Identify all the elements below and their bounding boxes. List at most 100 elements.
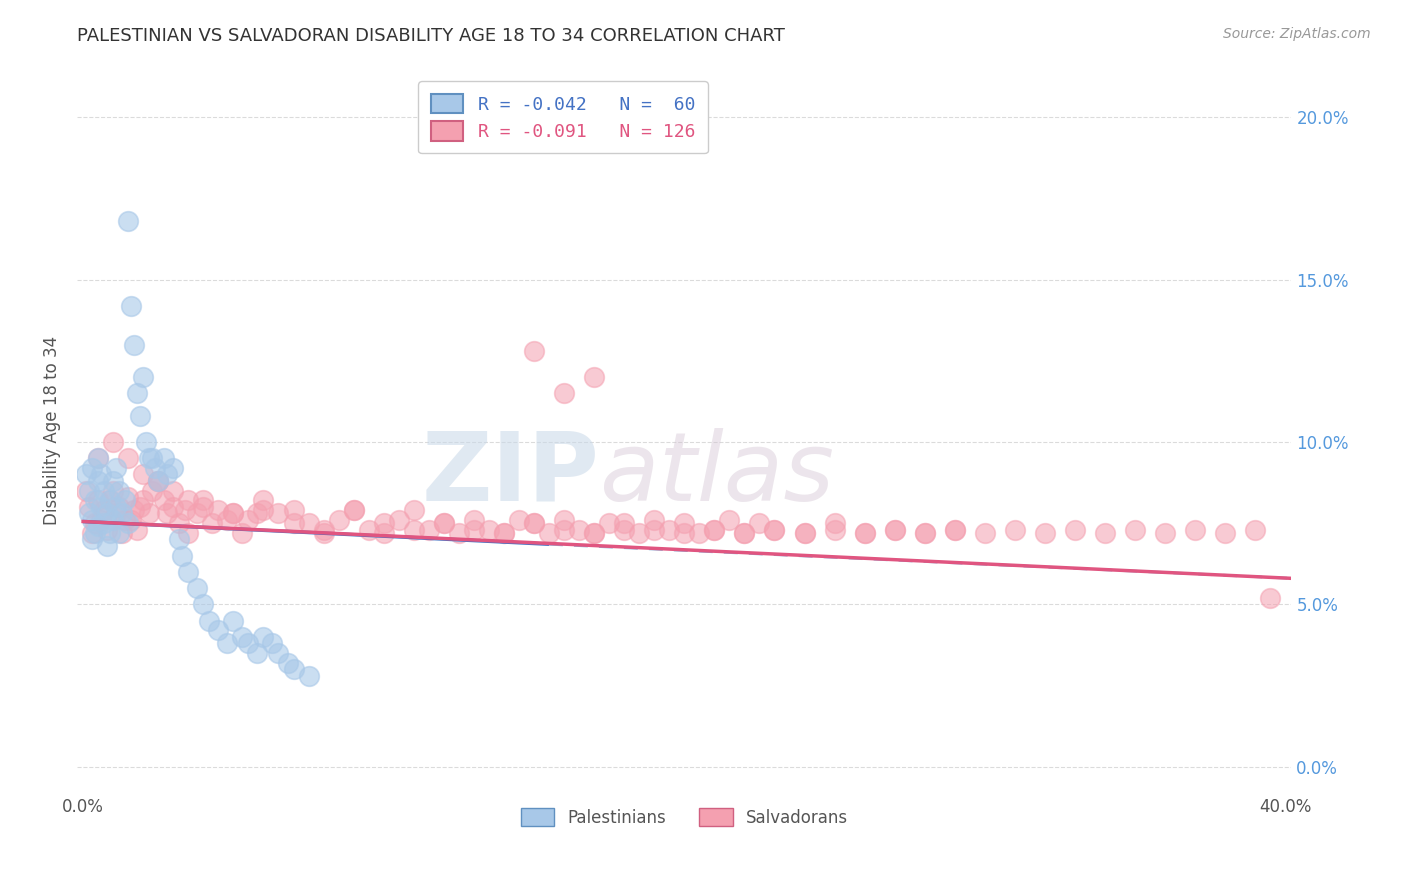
Point <box>82 525 104 540</box>
Point <box>198 614 221 628</box>
Text: ZIP: ZIP <box>422 427 599 521</box>
Point <box>117 451 139 466</box>
Point <box>148 474 170 488</box>
Point <box>447 525 470 540</box>
Point <box>553 523 575 537</box>
Point <box>703 523 725 537</box>
Point <box>207 503 229 517</box>
Point <box>853 525 876 540</box>
Point <box>101 434 124 449</box>
Point <box>252 630 274 644</box>
Point <box>943 523 966 537</box>
Point <box>328 513 350 527</box>
Point <box>108 500 131 514</box>
Point <box>553 386 575 401</box>
Point <box>943 523 966 537</box>
Point <box>238 636 260 650</box>
Point <box>418 523 440 537</box>
Point <box>90 500 112 514</box>
Point <box>135 434 157 449</box>
Point <box>276 656 298 670</box>
Point <box>1244 523 1267 537</box>
Text: PALESTINIAN VS SALVADORAN DISABILITY AGE 18 TO 34 CORRELATION CHART: PALESTINIAN VS SALVADORAN DISABILITY AGE… <box>77 27 785 45</box>
Point <box>122 503 145 517</box>
Point <box>463 523 485 537</box>
Point <box>718 513 741 527</box>
Point <box>82 533 104 547</box>
Point <box>222 507 245 521</box>
Point <box>283 662 305 676</box>
Point <box>508 513 530 527</box>
Point <box>186 581 208 595</box>
Point <box>733 525 755 540</box>
Point <box>193 493 215 508</box>
Point <box>98 493 121 508</box>
Point <box>613 523 636 537</box>
Point <box>628 525 651 540</box>
Point <box>267 646 290 660</box>
Point <box>1260 591 1282 605</box>
Text: Source: ZipAtlas.com: Source: ZipAtlas.com <box>1223 27 1371 41</box>
Point <box>433 516 456 530</box>
Point <box>84 493 107 508</box>
Point <box>613 516 636 530</box>
Point <box>193 597 215 611</box>
Point <box>262 636 284 650</box>
Point <box>98 525 121 540</box>
Point <box>162 483 184 498</box>
Point <box>87 474 110 488</box>
Point <box>478 523 501 537</box>
Point <box>643 523 665 537</box>
Point <box>824 523 846 537</box>
Point <box>673 516 696 530</box>
Point <box>156 467 179 482</box>
Point <box>733 525 755 540</box>
Point <box>77 500 100 514</box>
Point <box>1184 523 1206 537</box>
Point <box>169 516 191 530</box>
Point <box>312 523 335 537</box>
Point <box>75 483 97 498</box>
Point <box>883 523 905 537</box>
Point <box>688 525 710 540</box>
Point <box>153 451 176 466</box>
Point <box>252 493 274 508</box>
Point <box>763 523 786 537</box>
Point <box>583 525 606 540</box>
Point <box>87 451 110 466</box>
Point <box>96 523 118 537</box>
Point <box>703 523 725 537</box>
Point <box>132 370 155 384</box>
Point <box>162 500 184 514</box>
Point <box>156 507 179 521</box>
Point <box>172 549 194 563</box>
Point <box>177 525 200 540</box>
Point <box>101 474 124 488</box>
Point <box>114 493 136 508</box>
Point <box>824 516 846 530</box>
Point <box>297 669 319 683</box>
Point <box>914 525 936 540</box>
Point <box>283 516 305 530</box>
Point <box>231 630 253 644</box>
Point <box>537 525 560 540</box>
Point <box>177 565 200 579</box>
Point <box>373 516 395 530</box>
Point <box>217 513 239 527</box>
Point <box>77 483 100 498</box>
Point <box>122 337 145 351</box>
Point <box>105 500 128 514</box>
Point <box>120 513 142 527</box>
Point <box>148 474 170 488</box>
Point <box>141 451 163 466</box>
Point <box>763 523 786 537</box>
Point <box>132 467 155 482</box>
Point <box>1154 525 1177 540</box>
Point <box>132 493 155 508</box>
Point <box>598 516 620 530</box>
Point <box>186 507 208 521</box>
Point <box>101 483 124 498</box>
Point <box>283 503 305 517</box>
Point <box>108 525 131 540</box>
Point <box>93 483 115 498</box>
